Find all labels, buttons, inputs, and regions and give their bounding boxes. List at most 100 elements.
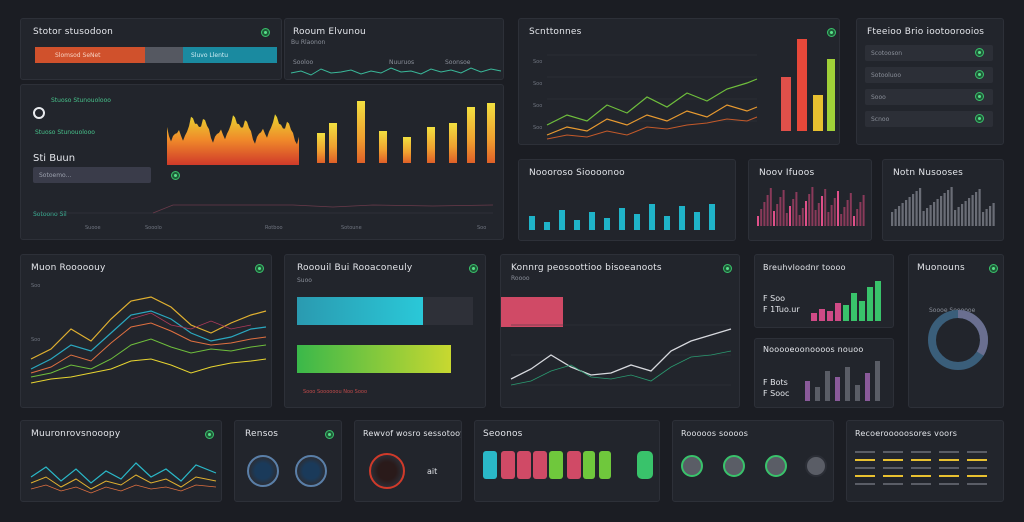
settings-panel-title: Fteeioo Brio iootoorooios [867,27,985,37]
status-mid-bar [145,47,183,63]
small-bars-2-bar [875,361,880,401]
record-tick [883,459,903,461]
main-stat: Sotoono Sil [33,211,67,218]
main-bar [449,123,457,163]
main-foot-2: Sooolo [145,225,162,231]
hbars-panel: Rooouil Bui Rooaconeuly Suoo Sooo Sooooo… [284,254,486,408]
signal-label-1: Sooloo [293,59,314,66]
mini-1-bar [808,194,811,226]
mini-1-bar [814,210,817,226]
status-left-bar[interactable]: Slomsod SeNet [35,47,145,63]
wave-bar [589,212,595,230]
status-panel-title: Stotor stusodoon [33,27,114,37]
settings-row-1[interactable]: Scotooson [865,45,993,61]
small-bars-2-bar [865,373,870,401]
main-bar [317,133,325,163]
main-bar-chart [317,101,495,163]
record-tick [883,451,903,453]
mini-1-bar [859,202,862,226]
record-tick [967,467,987,469]
record-tick [967,483,987,485]
settings-row-4[interactable]: Scnoo [865,111,993,127]
small-bars-panel-1: Breuhvloodnr toooo F Soo F 1Tuo.ur [754,254,894,328]
mini-1-bar [785,213,788,226]
session-value: ait [427,467,438,476]
mini-1-bar [769,188,772,226]
main-area-series [167,114,299,165]
main-refresh-icon[interactable] [171,171,180,180]
status-ring-3 [765,455,787,477]
mini-2-bar [908,197,911,226]
main-search-input[interactable]: Sotoemo... [33,167,151,183]
toggle-on-icon[interactable] [975,48,984,57]
hbars-indicator-icon [469,264,478,273]
record-tick [911,451,931,453]
session-title: Rewvof wosro sessotooy [363,429,462,438]
main-overview-panel: Stuoso Stunouolooo Stuoso Stunouolooo St… [20,84,504,240]
hbar-1 [297,297,423,325]
mini-1-bar [805,201,807,226]
trends-indicator-icon [827,28,836,37]
mini-1-bar [824,189,827,226]
settings-row-3[interactable]: Sooo [865,89,993,105]
mini-1-bar [853,216,855,226]
mini-2-bar [919,188,922,226]
mini-1-bar [779,197,782,226]
trends-panel: Scnttonnes Soo Soo Soo Soo [518,18,840,145]
signal-label-3: Soonsoe [445,59,471,66]
wave-bar [694,212,700,230]
record-tick [939,475,959,477]
small-bars-1-title: Breuhvloodnr toooo [763,263,846,272]
status-right-bar[interactable]: Sluvo Llentu [183,47,277,63]
mini-1-bar [801,208,804,226]
small-bars-1-bar [827,311,833,321]
donut-panel: Muonouns Soooe Soooooe [908,254,1004,408]
status-ring-4 [805,455,827,477]
mini-2-chart [891,187,995,226]
main-foot-5: Soo [477,225,487,231]
mini-1-bar [776,204,779,226]
toggle-on-icon[interactable] [975,114,984,123]
record-tick [855,483,875,485]
gauge-ring-2 [295,455,327,487]
mini-2-bar [950,187,953,226]
settings-row-2[interactable]: Sotooluoo [865,67,993,83]
mini-2-bar [894,209,897,226]
donut-chart [928,310,988,370]
small-bars-2-bar [805,381,810,401]
main-bar [487,103,495,163]
toggle-on-icon[interactable] [975,92,984,101]
mini-1-bar [811,187,814,226]
mini-panel-1-title: Noov Ifuoos [759,168,815,178]
record-tick [939,459,959,461]
status-rings-panel: Rooooos soooos [672,420,834,502]
multi-y-tick-2: Soo [31,337,41,343]
mini-2-bar [901,203,904,226]
small-bars-1-bar [843,305,849,321]
mini-2-bar [989,206,992,226]
hbar-1-rest [423,297,473,325]
segment-bars [483,451,653,479]
mini-panel-2: Notn Nusooses [882,159,1004,241]
status-ring-1 [681,455,703,477]
wave-panel-title: Noooroso Sioooonoo [529,168,625,178]
trend-title: Konnrg peosoottioo bisoeanoots [511,263,662,273]
status-rings-title: Rooooos soooos [681,429,749,438]
records-title: Recoerooooosores voors [855,429,958,438]
segment-title: Seoonos [483,429,523,439]
small-bars-2-bar [825,371,830,401]
bottom-wave-title: Muuronrovsnooopy [31,429,121,439]
status-panel: Stotor stusodoon Slomsod SeNet Sluvo Lle… [20,18,282,80]
wave-bar [574,220,580,230]
wave-bar [664,216,670,230]
multi-y-tick-1: Soo [31,283,41,289]
mini-2-bar [905,200,908,226]
toggle-on-icon[interactable] [975,70,984,79]
signal-sparkline [290,67,502,76]
trend-highlight-bar [501,297,563,327]
small-bars-1-bar [819,309,825,321]
small-bars-1-bar [835,303,841,321]
main-foot-4: Sotoune [341,225,362,231]
mini-2-bar [929,205,932,226]
donut-title: Muonouns [917,263,965,273]
